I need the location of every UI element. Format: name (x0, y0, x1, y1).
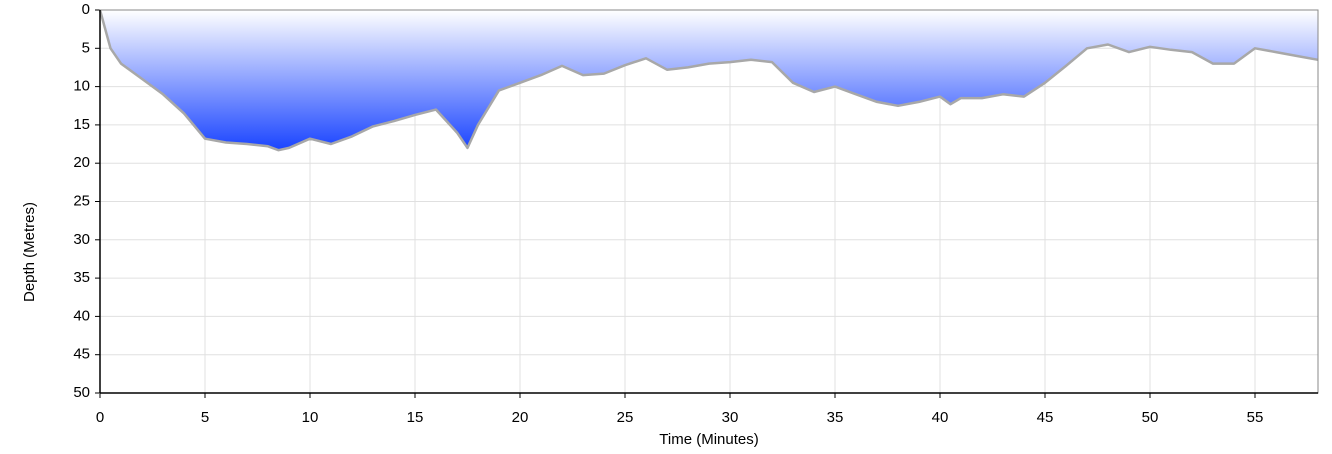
y-tick-label: 35 (73, 269, 90, 286)
x-tick-label: 10 (302, 409, 319, 426)
depth-line (98, 9, 1319, 152)
y-tick-label: 45 (73, 346, 90, 363)
y-tick-label: 30 (73, 231, 90, 248)
y-tick-label: 10 (73, 78, 90, 95)
x-tick-label: 45 (1037, 409, 1054, 426)
y-tick-label: 25 (73, 192, 90, 209)
y-tick-label: 15 (73, 116, 90, 133)
x-axis-title: Time (Minutes) (659, 431, 758, 448)
x-tick-label: 40 (932, 409, 949, 426)
x-tick-label: 5 (201, 409, 209, 426)
x-tick-label: 25 (617, 409, 634, 426)
area-fill (100, 10, 1318, 151)
x-tick-label: 20 (512, 409, 529, 426)
y-tick-label: 40 (73, 307, 90, 324)
x-tick-label: 55 (1247, 409, 1264, 426)
y-tick-label: 20 (73, 154, 90, 171)
x-tick-label: 50 (1142, 409, 1159, 426)
y-tick-label: 5 (82, 39, 90, 56)
x-tick-label: 15 (407, 409, 424, 426)
x-tick-label: 30 (722, 409, 739, 426)
y-axis-title: Depth (Metres) (21, 202, 38, 302)
y-tick-label: 50 (73, 384, 90, 401)
y-tick-label: 0 (82, 1, 90, 18)
x-tick-label: 0 (96, 409, 104, 426)
x-tick-label: 35 (827, 409, 844, 426)
